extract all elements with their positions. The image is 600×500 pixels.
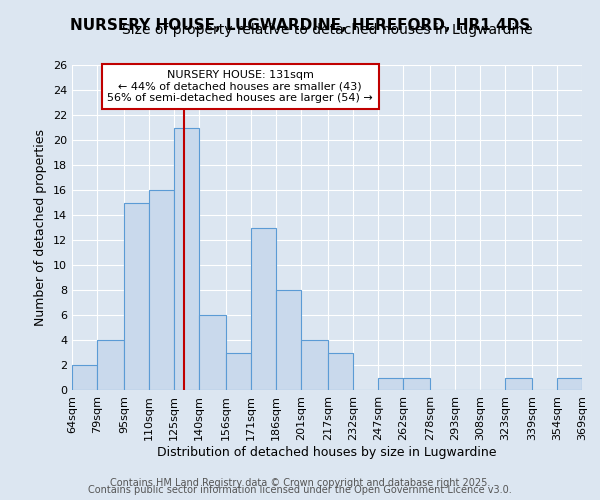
Bar xyxy=(557,378,582,390)
Bar xyxy=(97,340,124,390)
Bar xyxy=(174,128,199,390)
Bar xyxy=(378,378,403,390)
Bar xyxy=(301,340,328,390)
Text: Contains HM Land Registry data © Crown copyright and database right 2025.: Contains HM Land Registry data © Crown c… xyxy=(110,478,490,488)
Bar xyxy=(403,378,430,390)
Bar xyxy=(124,202,149,390)
X-axis label: Distribution of detached houses by size in Lugwardine: Distribution of detached houses by size … xyxy=(157,446,497,458)
Bar xyxy=(505,378,532,390)
Bar xyxy=(226,352,251,390)
Bar xyxy=(199,315,226,390)
Bar xyxy=(251,228,276,390)
Bar xyxy=(72,365,97,390)
Bar xyxy=(328,352,353,390)
Text: NURSERY HOUSE, LUGWARDINE, HEREFORD, HR1 4DS: NURSERY HOUSE, LUGWARDINE, HEREFORD, HR1… xyxy=(70,18,530,32)
Y-axis label: Number of detached properties: Number of detached properties xyxy=(34,129,47,326)
Bar xyxy=(149,190,174,390)
Title: Size of property relative to detached houses in Lugwardine: Size of property relative to detached ho… xyxy=(122,24,532,38)
Text: Contains public sector information licensed under the Open Government Licence v3: Contains public sector information licen… xyxy=(88,485,512,495)
Text: NURSERY HOUSE: 131sqm
← 44% of detached houses are smaller (43)
56% of semi-deta: NURSERY HOUSE: 131sqm ← 44% of detached … xyxy=(107,70,373,103)
Bar xyxy=(276,290,301,390)
